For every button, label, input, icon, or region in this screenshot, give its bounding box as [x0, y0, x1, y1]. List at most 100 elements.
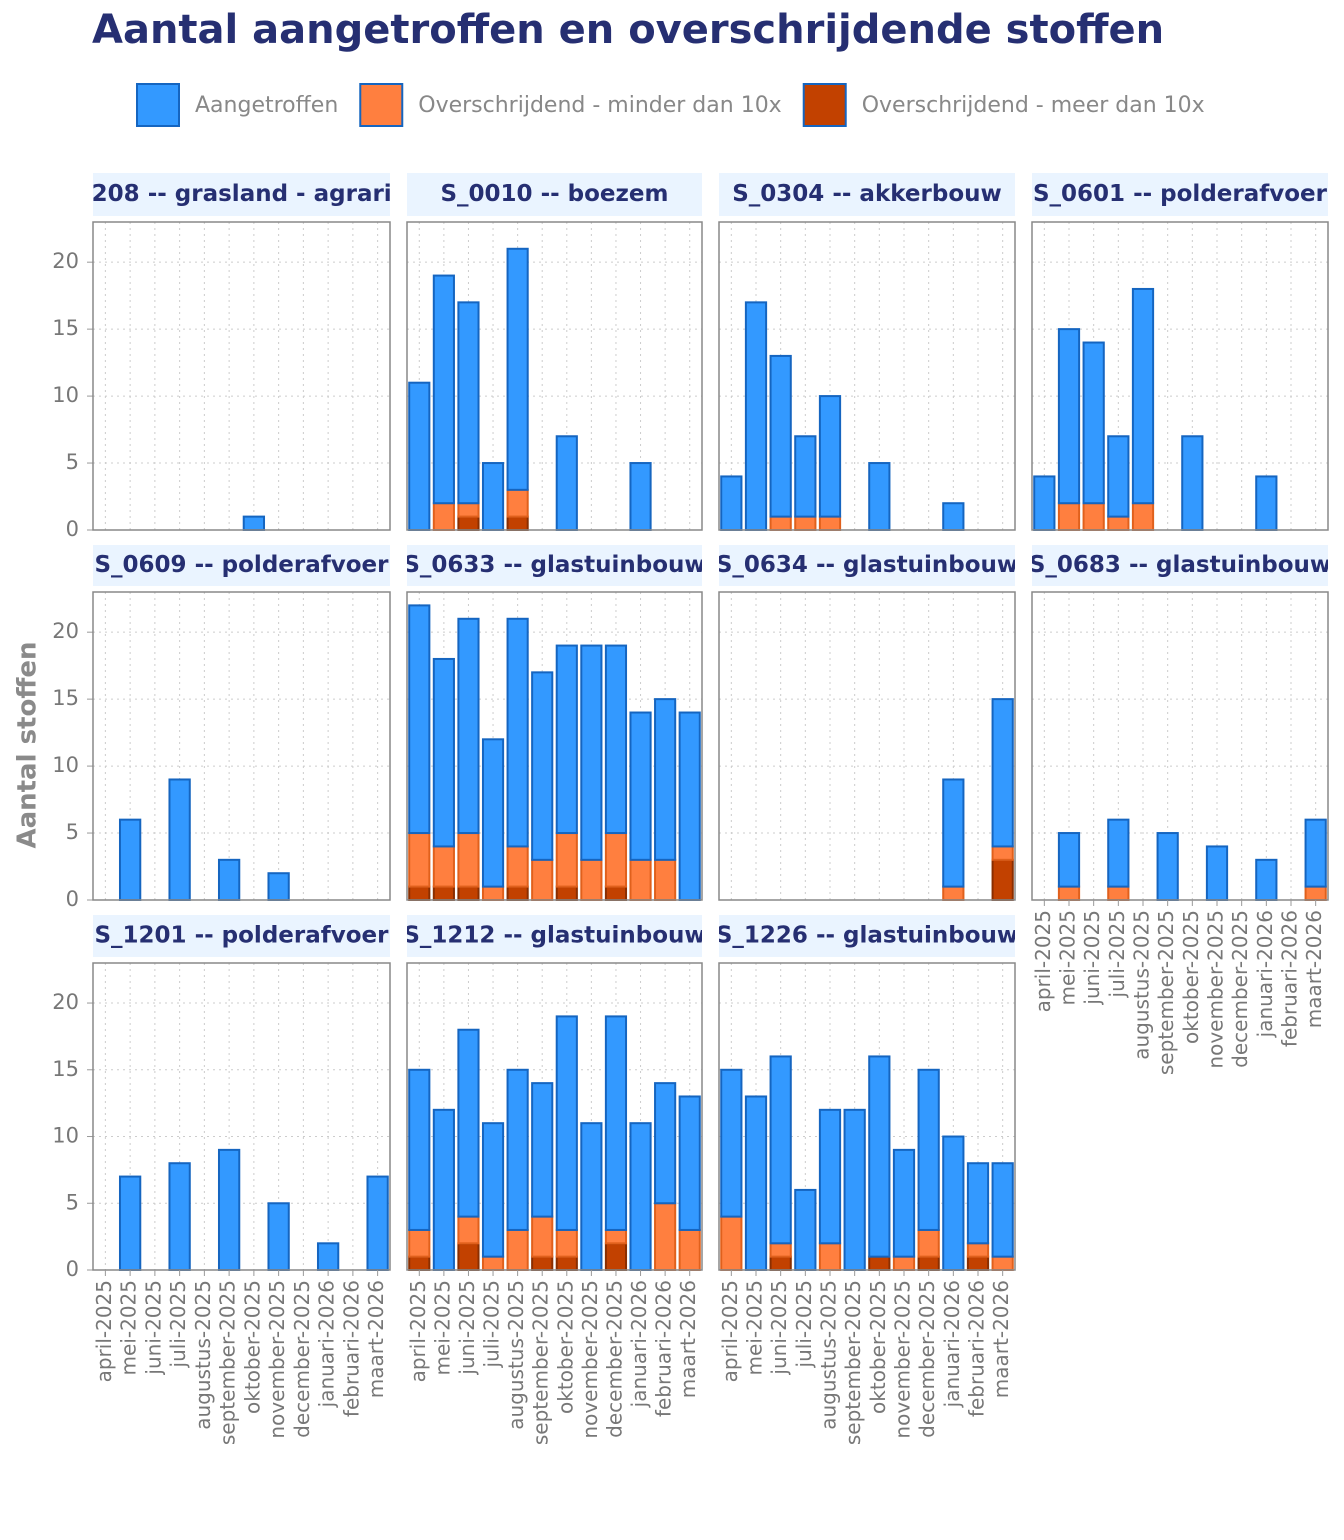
- x-tick-label: juli-2025: [166, 1280, 190, 1368]
- x-tick-label: januari-2026: [940, 1280, 964, 1408]
- bar-segment: [1255, 858, 1278, 902]
- x-tick-label: oktober-2025: [553, 1280, 577, 1414]
- bar-segment: [555, 832, 578, 888]
- bar-segment: [531, 671, 554, 861]
- bar-segment: [654, 1202, 677, 1271]
- x-tick-label: oktober-2025: [240, 1280, 264, 1414]
- bar-segment: [1255, 475, 1278, 531]
- strip-background: [407, 545, 702, 586]
- strip-background: [407, 915, 702, 957]
- bar-segment: [1304, 818, 1327, 888]
- panel: S_1212 -- glastuinbouw april-2025 mei-2025…: [406, 915, 703, 1445]
- x-tick-label: september-2025: [841, 1280, 865, 1445]
- bar-segment: [769, 354, 792, 518]
- bar-segment: [506, 488, 529, 518]
- bar-segment: [408, 1068, 431, 1231]
- panel: S_1226 -- glastuinbouw april-2025 mei-2025…: [718, 915, 1016, 1445]
- y-tick-label: 5: [66, 820, 79, 844]
- x-tick-label: april-2025: [92, 1280, 116, 1382]
- bar-segment: [917, 1068, 940, 1231]
- bar-segment: [818, 1242, 842, 1271]
- bar-segment: [531, 1082, 554, 1218]
- bar-segment: [678, 1095, 701, 1231]
- bar-segment: [794, 515, 817, 532]
- panel-border: [718, 591, 1016, 901]
- bar-segment: [1057, 328, 1081, 505]
- bar-segment: [481, 885, 505, 902]
- bar-segment: [991, 698, 1014, 848]
- bar-segment: [555, 644, 578, 835]
- bar-segment: [432, 274, 455, 505]
- legend-swatch: [802, 83, 847, 127]
- x-tick-label: januari-2026: [315, 1280, 339, 1408]
- bar-segment: [604, 1228, 628, 1245]
- bar-segment: [457, 301, 480, 505]
- panel-title: S_1201 -- polderafvoer: [94, 923, 389, 949]
- bar-segment: [1057, 502, 1081, 531]
- bar-segment: [629, 711, 652, 861]
- bar-segment: [991, 858, 1014, 902]
- bar-segment: [555, 885, 578, 902]
- bar-segment: [432, 502, 455, 531]
- strip-background: [93, 173, 390, 216]
- legend-label: Aangetroffen: [195, 93, 338, 118]
- panel-title: S_0633 -- glastuinbouw: [403, 552, 705, 578]
- bar-segment: [654, 858, 677, 902]
- bar-segment: [316, 1242, 340, 1271]
- bar-segment: [481, 738, 505, 888]
- bar-segment: [580, 644, 603, 861]
- x-tick-label: november-2025: [578, 1280, 602, 1439]
- bar-segment: [506, 845, 529, 888]
- x-tick-label: juli-2025: [1105, 910, 1129, 998]
- bar-segment: [604, 1242, 628, 1271]
- y-tick-label: 10: [52, 383, 79, 407]
- bar-segment: [432, 1108, 455, 1271]
- bar-segment: [1156, 832, 1179, 901]
- bar-segment: [555, 435, 578, 531]
- x-tick-label: december-2025: [290, 1280, 314, 1438]
- bar-segment: [744, 1095, 768, 1272]
- panel-title: S_0634 -- glastuinbouw: [716, 552, 1018, 578]
- x-tick-label: februari-2026: [339, 1280, 363, 1417]
- x-tick-label: mei-2025: [743, 1280, 767, 1375]
- x-tick-label: augustus-2025: [817, 1280, 841, 1430]
- x-tick-label: maart-2026: [676, 1280, 700, 1398]
- bar-segment: [366, 1175, 389, 1271]
- bar-segment: [794, 435, 817, 518]
- panel-title: S_0601 -- polderafvoer: [1033, 181, 1328, 207]
- strip-background: [93, 915, 390, 957]
- legend-label: Overschrijdend - meer dan 10x: [862, 93, 1205, 118]
- bar-segment: [720, 1068, 743, 1218]
- bar-segment: [506, 617, 529, 848]
- bar-segment: [408, 1255, 431, 1272]
- panel-title: S_0609 -- polderafvoer: [94, 552, 389, 578]
- bar-segment: [242, 515, 266, 532]
- bar-segment: [432, 657, 455, 848]
- bar-segment: [892, 1148, 916, 1258]
- bar-segment: [769, 515, 792, 532]
- bar-segment: [966, 1162, 990, 1245]
- panel: S_0304 -- akkerbouw: [718, 173, 1016, 532]
- y-tick-label: 15: [52, 686, 79, 710]
- bar-segment: [555, 1015, 578, 1231]
- x-tick-label: augustus-2025: [1130, 910, 1154, 1060]
- panel-border: [92, 591, 391, 901]
- bar-segment: [481, 1122, 505, 1258]
- bar-segment: [868, 462, 891, 532]
- bar-segment: [457, 1028, 480, 1218]
- bar-segment: [1057, 885, 1081, 902]
- y-tick-label: 0: [66, 517, 79, 541]
- x-tick-label: oktober-2025: [866, 1280, 890, 1414]
- x-tick-label: december-2025: [915, 1280, 939, 1438]
- bar-segment: [408, 604, 431, 835]
- bar-segment: [118, 818, 142, 901]
- bar-segment: [868, 1255, 891, 1272]
- x-tick-label: juni-2025: [767, 1280, 791, 1376]
- bar-segment: [917, 1255, 940, 1272]
- bar-segment: [917, 1228, 940, 1258]
- x-tick-label: september-2025: [1154, 910, 1178, 1075]
- strip-background: [93, 545, 390, 586]
- x-tick-label: april-2025: [406, 1280, 430, 1382]
- bar-segment: [531, 1255, 554, 1272]
- bar-segment: [1107, 515, 1130, 532]
